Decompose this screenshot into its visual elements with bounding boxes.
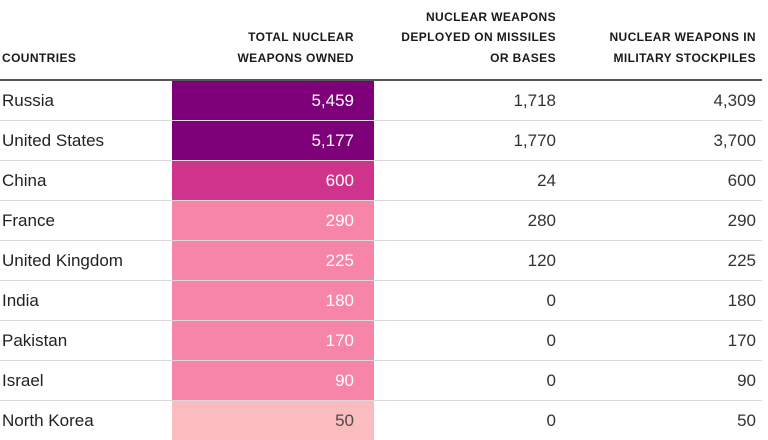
- deployed-cell: 280: [527, 211, 556, 230]
- table-row: Pakistan 170 0 170: [0, 321, 762, 361]
- table-row: Israel 90 0 90: [0, 361, 762, 401]
- total-owned-cell: 5,177: [172, 121, 374, 160]
- header-stockpile-line-1: NUCLEAR WEAPONS IN: [609, 30, 756, 44]
- stockpile-cell: 3,700: [713, 131, 756, 150]
- stockpile-cell: 290: [727, 211, 756, 230]
- total-owned-cell: 225: [172, 241, 374, 280]
- table-row: China 600 24 600: [0, 161, 762, 201]
- deployed-cell: 1,770: [513, 131, 556, 150]
- header-total-owned: TOTAL NUCLEAR WEAPONS OWNED: [164, 27, 354, 68]
- stockpile-cell: 225: [727, 251, 756, 270]
- table-row: United States 5,177 1,770 3,700: [0, 121, 762, 161]
- total-owned-cell: 90: [172, 361, 374, 400]
- country-cell: Israel: [2, 371, 44, 390]
- country-cell: United States: [2, 131, 105, 150]
- total-owned-cell: 180: [172, 281, 374, 320]
- stockpile-cell: 170: [727, 331, 756, 350]
- header-deployed-line-3: OR BASES: [490, 50, 556, 65]
- table-header: COUNTRIES TOTAL NUCLEAR WEAPONS OWNED NU…: [0, 0, 762, 80]
- stockpile-cell: 180: [727, 291, 756, 310]
- total-owned-cell: 290: [172, 201, 374, 240]
- header-total-line-1: TOTAL NUCLEAR: [248, 30, 354, 44]
- table-row: France 290 280 290: [0, 201, 762, 241]
- total-owned-cell: 5,459: [172, 81, 374, 120]
- header-deployed: NUCLEAR WEAPONS DEPLOYED ON MISSILES OR …: [356, 7, 556, 69]
- header-stockpile: NUCLEAR WEAPONS IN MILITARY STOCKPILES: [556, 27, 756, 68]
- deployed-cell: 120: [527, 251, 556, 270]
- stockpile-cell: 90: [737, 371, 756, 390]
- table-row: United Kingdom 225 120 225: [0, 241, 762, 281]
- header-countries-label: COUNTRIES: [2, 50, 77, 65]
- deployed-cell: 1,718: [513, 91, 556, 110]
- header-countries: COUNTRIES: [2, 48, 76, 69]
- country-cell: Russia: [2, 91, 54, 110]
- country-cell: China: [2, 171, 47, 190]
- stockpile-cell: 4,309: [713, 91, 756, 110]
- deployed-cell: 0: [546, 331, 556, 350]
- total-owned-cell: 50: [172, 401, 374, 440]
- table-row: North Korea 50 0 50: [0, 401, 762, 440]
- country-cell: Pakistan: [2, 331, 68, 350]
- stockpile-cell: 600: [727, 171, 756, 190]
- deployed-cell: 0: [546, 411, 556, 430]
- table-row: India 180 0 180: [0, 281, 762, 321]
- table-row: Russia 5,459 1,718 4,309: [0, 81, 762, 121]
- stockpile-cell: 50: [737, 411, 756, 430]
- deployed-cell: 24: [537, 171, 556, 190]
- header-deployed-line-1: NUCLEAR WEAPONS: [425, 9, 556, 24]
- country-cell: United Kingdom: [2, 251, 123, 270]
- deployed-cell: 0: [546, 291, 556, 310]
- country-cell: India: [2, 291, 39, 310]
- nuclear-weapons-table: Russia 5,459 1,718 4,309 United States 5,177 1…: [0, 81, 762, 440]
- country-cell: North Korea: [2, 411, 94, 430]
- header-stockpile-line-2: MILITARY STOCKPILES: [613, 50, 756, 65]
- deployed-cell: 0: [546, 371, 556, 390]
- header-rule: [0, 79, 762, 81]
- header-total-line-2: WEAPONS OWNED: [237, 50, 354, 65]
- total-owned-cell: 600: [172, 161, 374, 200]
- total-owned-cell: 170: [172, 321, 374, 360]
- header-deployed-line-2: DEPLOYED ON MISSILES: [401, 30, 556, 44]
- country-cell: France: [2, 211, 55, 230]
